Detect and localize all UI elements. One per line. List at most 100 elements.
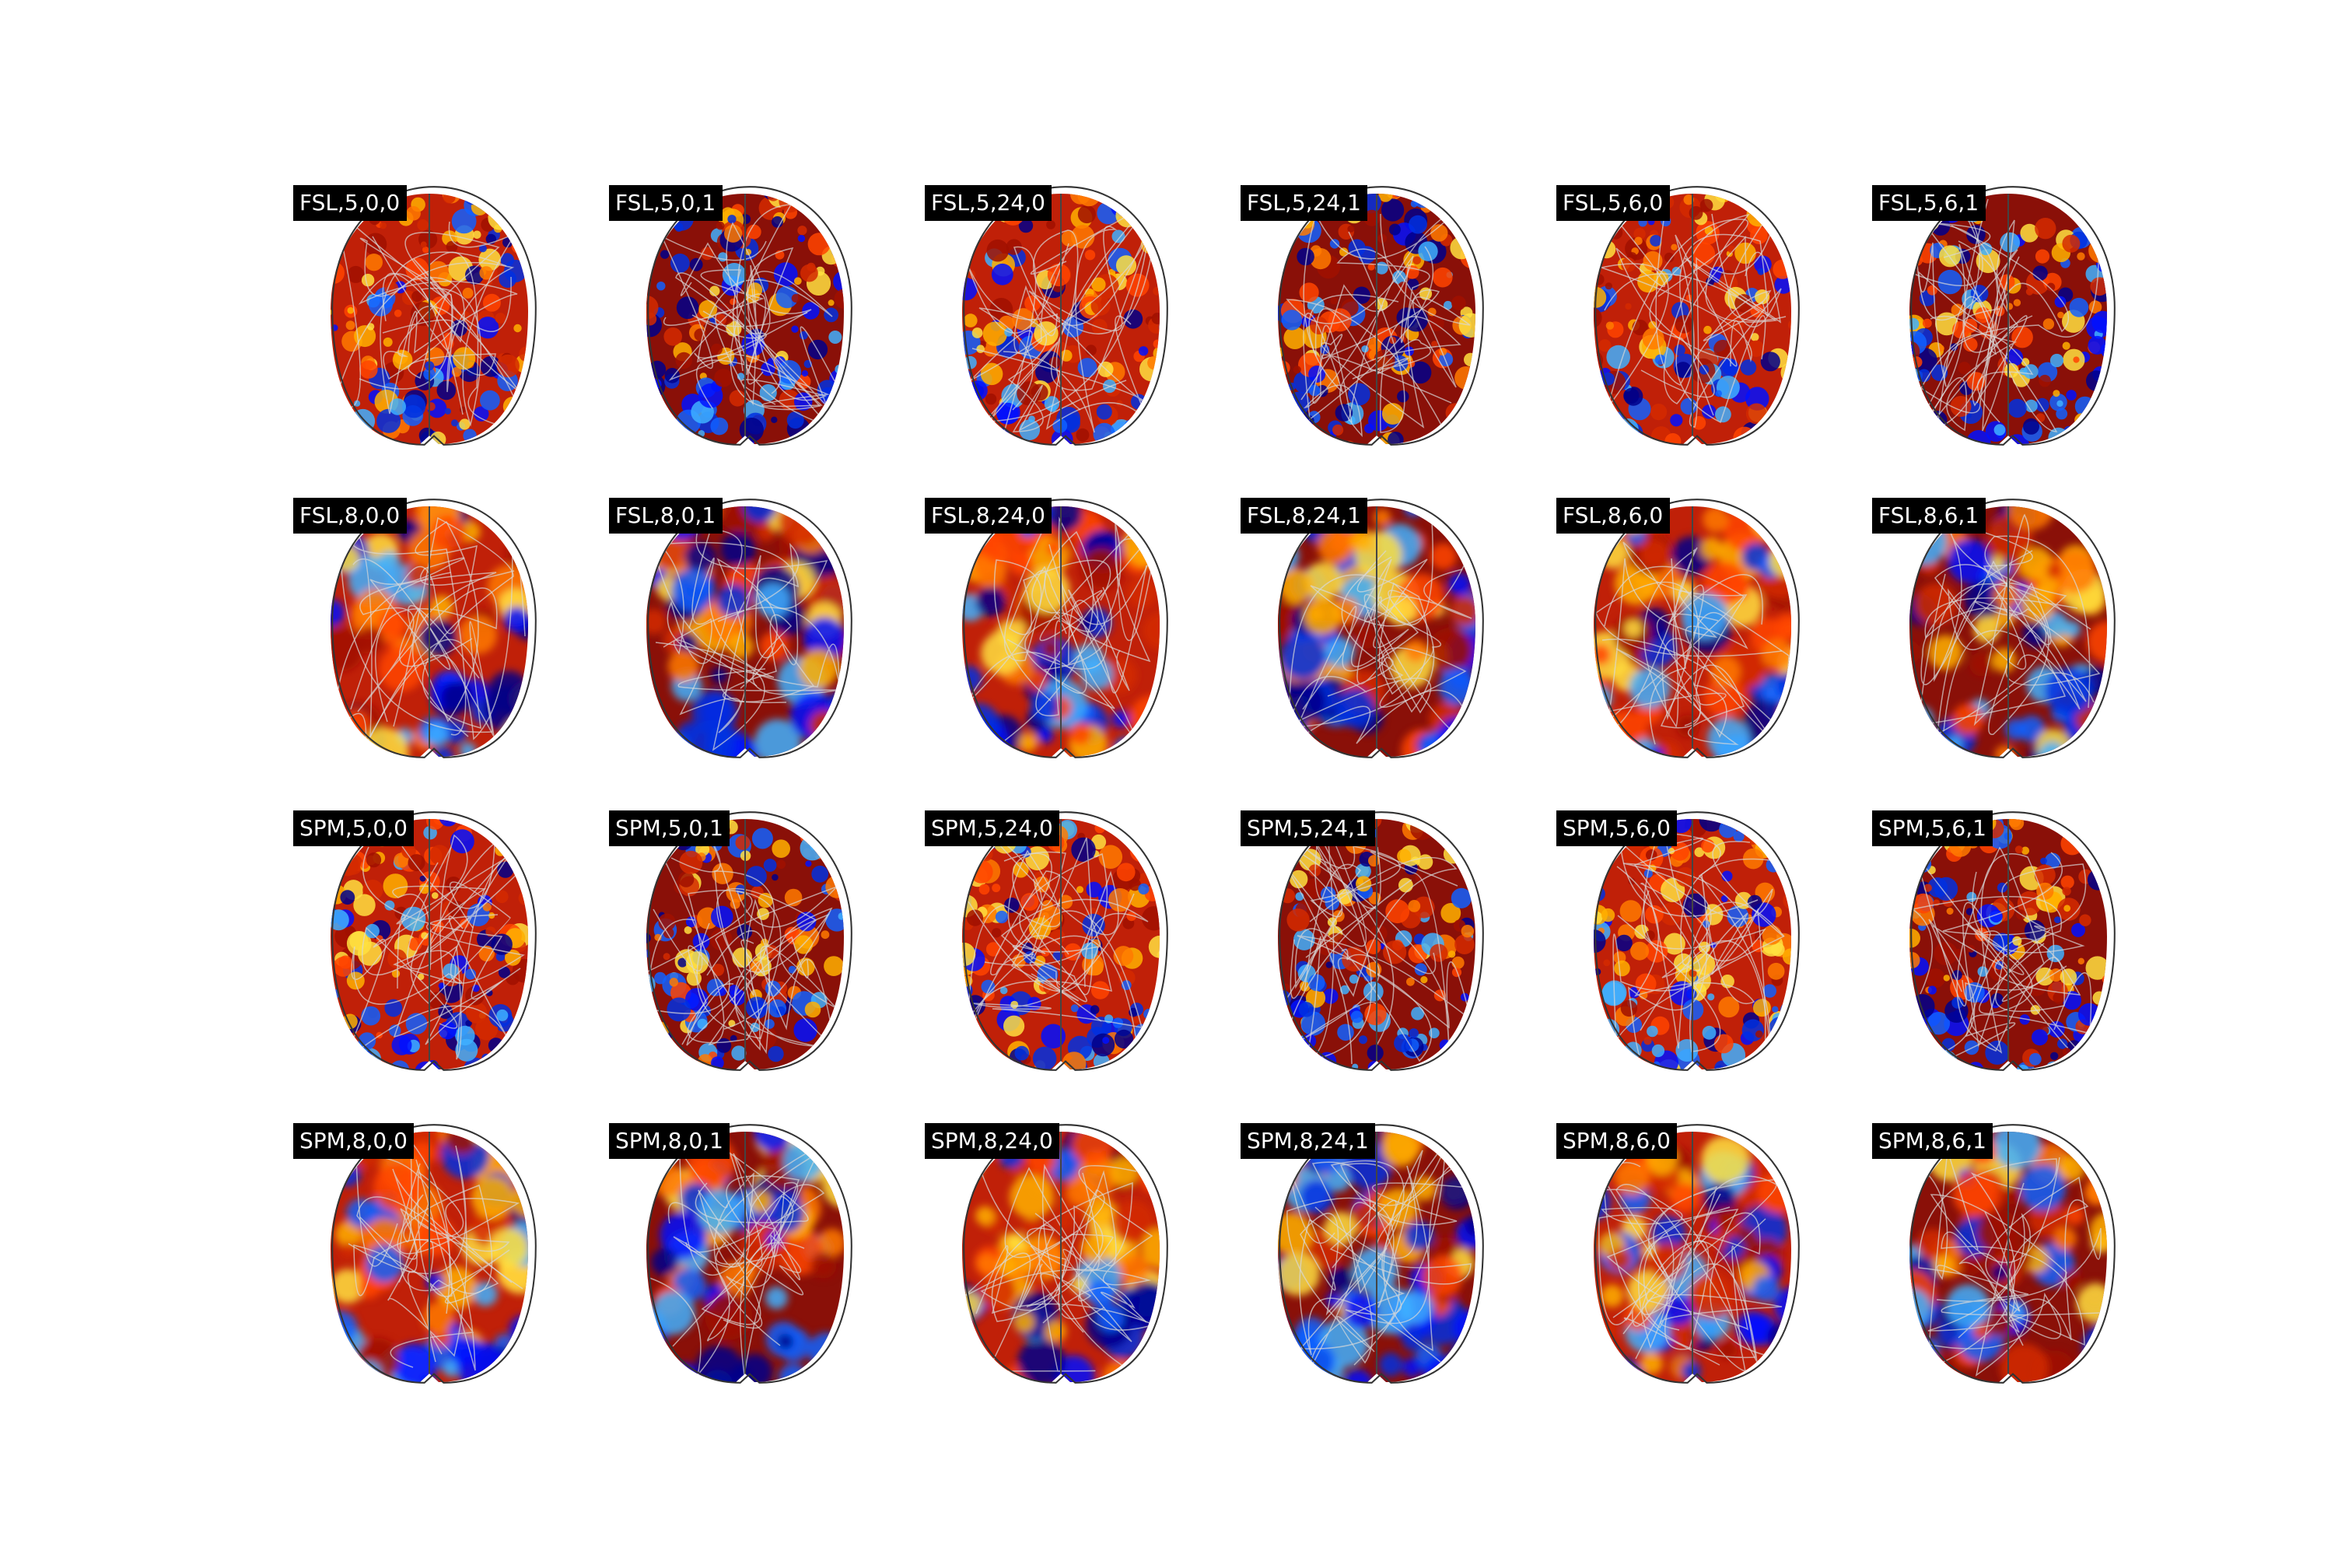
blob bbox=[981, 438, 989, 444]
blob bbox=[511, 1183, 528, 1217]
parcel-contour bbox=[1003, 226, 1155, 433]
blob bbox=[1451, 296, 1466, 310]
blob bbox=[1402, 1357, 1423, 1377]
blob bbox=[1773, 259, 1791, 279]
blob bbox=[2073, 356, 2080, 363]
blob bbox=[1449, 596, 1475, 627]
parcel-contour bbox=[350, 520, 480, 723]
blob bbox=[1471, 819, 1475, 824]
blob bbox=[1406, 977, 1415, 986]
parcel-contour bbox=[359, 237, 465, 390]
parcel-contour bbox=[1911, 209, 2058, 432]
blob bbox=[2062, 1048, 2071, 1056]
blob bbox=[1963, 337, 1978, 352]
parcel-contour bbox=[1914, 222, 2100, 404]
blob bbox=[720, 531, 756, 567]
blob bbox=[389, 398, 406, 415]
parcel-contour bbox=[1937, 582, 2081, 736]
panel-label: FSL,5,24,1 bbox=[1247, 190, 1361, 215]
blob bbox=[1114, 1029, 1134, 1048]
blob bbox=[1755, 1030, 1763, 1038]
blob bbox=[1107, 435, 1123, 444]
blob bbox=[441, 681, 474, 714]
blob bbox=[802, 302, 820, 320]
blob bbox=[1605, 282, 1612, 290]
brain-map bbox=[1278, 819, 1475, 1069]
blob bbox=[1717, 1339, 1738, 1360]
blob bbox=[985, 942, 1001, 957]
blob bbox=[417, 219, 429, 231]
brain-outline bbox=[1279, 1124, 1484, 1384]
blob bbox=[646, 733, 669, 757]
blob bbox=[962, 703, 999, 744]
blob bbox=[1909, 1345, 1934, 1381]
blob bbox=[439, 819, 458, 827]
parcel-contour bbox=[967, 243, 1076, 355]
blob bbox=[1780, 699, 1791, 727]
parcel-contour bbox=[1603, 541, 1748, 745]
blob bbox=[1671, 243, 1678, 250]
blob bbox=[1623, 387, 1640, 404]
parcel-contour bbox=[698, 1153, 801, 1346]
blob bbox=[421, 932, 429, 940]
parcel-contour bbox=[369, 557, 515, 670]
blob bbox=[2048, 1020, 2065, 1038]
brain-outline bbox=[331, 811, 537, 1071]
blob bbox=[418, 618, 457, 656]
blob bbox=[1427, 307, 1437, 317]
blob bbox=[331, 309, 332, 316]
blob bbox=[1111, 1200, 1155, 1244]
brain-outline bbox=[1594, 811, 1800, 1071]
blob bbox=[1594, 644, 1612, 666]
blob bbox=[1430, 543, 1457, 570]
blob bbox=[1985, 1040, 2010, 1065]
blob bbox=[1702, 1025, 1717, 1040]
blob bbox=[1909, 1006, 1923, 1032]
parcel-contour bbox=[1599, 548, 1745, 731]
brain-outline bbox=[1279, 186, 1484, 446]
blob bbox=[445, 1132, 479, 1155]
blob bbox=[1018, 218, 1034, 233]
blob bbox=[331, 627, 363, 672]
blob bbox=[1293, 426, 1307, 439]
blob bbox=[800, 835, 825, 861]
blob bbox=[373, 1162, 422, 1212]
blob bbox=[651, 1291, 695, 1335]
blob bbox=[518, 411, 528, 423]
blob bbox=[473, 1281, 498, 1307]
blob bbox=[1934, 1050, 1958, 1069]
blob bbox=[378, 551, 401, 574]
blob bbox=[1149, 194, 1160, 204]
blob bbox=[443, 719, 467, 744]
blob bbox=[1385, 899, 1410, 924]
blob bbox=[1091, 319, 1108, 335]
blob bbox=[710, 417, 729, 436]
blob bbox=[791, 294, 800, 303]
blob bbox=[2046, 562, 2063, 578]
blob bbox=[697, 1018, 708, 1030]
blob bbox=[1409, 361, 1432, 384]
blob bbox=[684, 1059, 697, 1069]
blob bbox=[455, 1038, 478, 1062]
blob bbox=[1410, 200, 1418, 208]
blob bbox=[503, 606, 528, 633]
blob bbox=[654, 933, 662, 941]
parcel-contour bbox=[1019, 1227, 1147, 1342]
blob bbox=[833, 426, 844, 444]
blob bbox=[1787, 236, 1791, 247]
blob bbox=[331, 909, 349, 931]
blob bbox=[503, 1058, 517, 1069]
blob bbox=[1317, 1057, 1327, 1067]
blob bbox=[365, 1244, 404, 1283]
blob bbox=[731, 1045, 747, 1061]
blob bbox=[496, 1009, 509, 1021]
blob bbox=[338, 955, 352, 969]
blob bbox=[1402, 1328, 1426, 1351]
parcel-contour bbox=[1595, 581, 1783, 738]
blob bbox=[1282, 1029, 1290, 1038]
blob bbox=[2053, 992, 2066, 1004]
blob bbox=[1283, 327, 1307, 349]
blob bbox=[966, 909, 984, 926]
blob bbox=[1926, 968, 1946, 989]
blob bbox=[803, 194, 828, 215]
